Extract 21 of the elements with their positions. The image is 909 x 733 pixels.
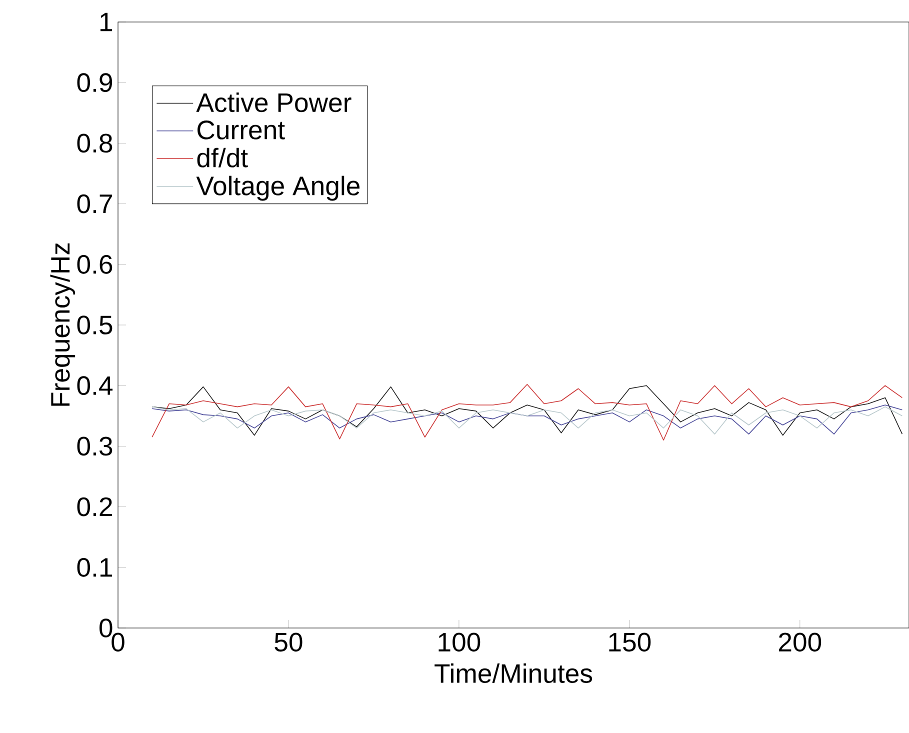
legend-label: Current	[198, 120, 285, 140]
y-tick-label: 0.4	[77, 376, 113, 396]
x-tick-label: 100	[438, 632, 480, 652]
x-tick-label: 150	[609, 632, 651, 652]
y-axis-title: Frequency/Hz	[50, 243, 76, 406]
y-tick-label: 0.5	[77, 316, 112, 334]
y-tick-label: 0.7	[77, 194, 112, 214]
y-tick-label: 0.8	[77, 134, 112, 153]
y-tick-label: 0.3	[77, 436, 112, 456]
y-tick-label: 0.9	[77, 73, 112, 92]
x-tick-label: 200	[779, 632, 822, 652]
y-tick-label: 0.1	[77, 558, 112, 577]
legend-label: Voltage Angle	[196, 176, 360, 201]
x-tick-label: 50	[274, 632, 302, 652]
y-tick-label: 0.6	[77, 254, 112, 274]
y-tick-label: 0	[100, 618, 112, 638]
x-axis-title: Time/Minutes	[434, 663, 592, 683]
y-tick-label: 0.2	[77, 497, 112, 516]
y-tick-label: 1	[100, 12, 112, 32]
legend-label: Active Power	[196, 92, 352, 112]
legend-label: df/dt	[197, 148, 248, 168]
